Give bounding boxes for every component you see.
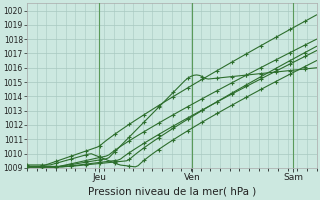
X-axis label: Pression niveau de la mer( hPa ): Pression niveau de la mer( hPa ): [88, 187, 256, 197]
